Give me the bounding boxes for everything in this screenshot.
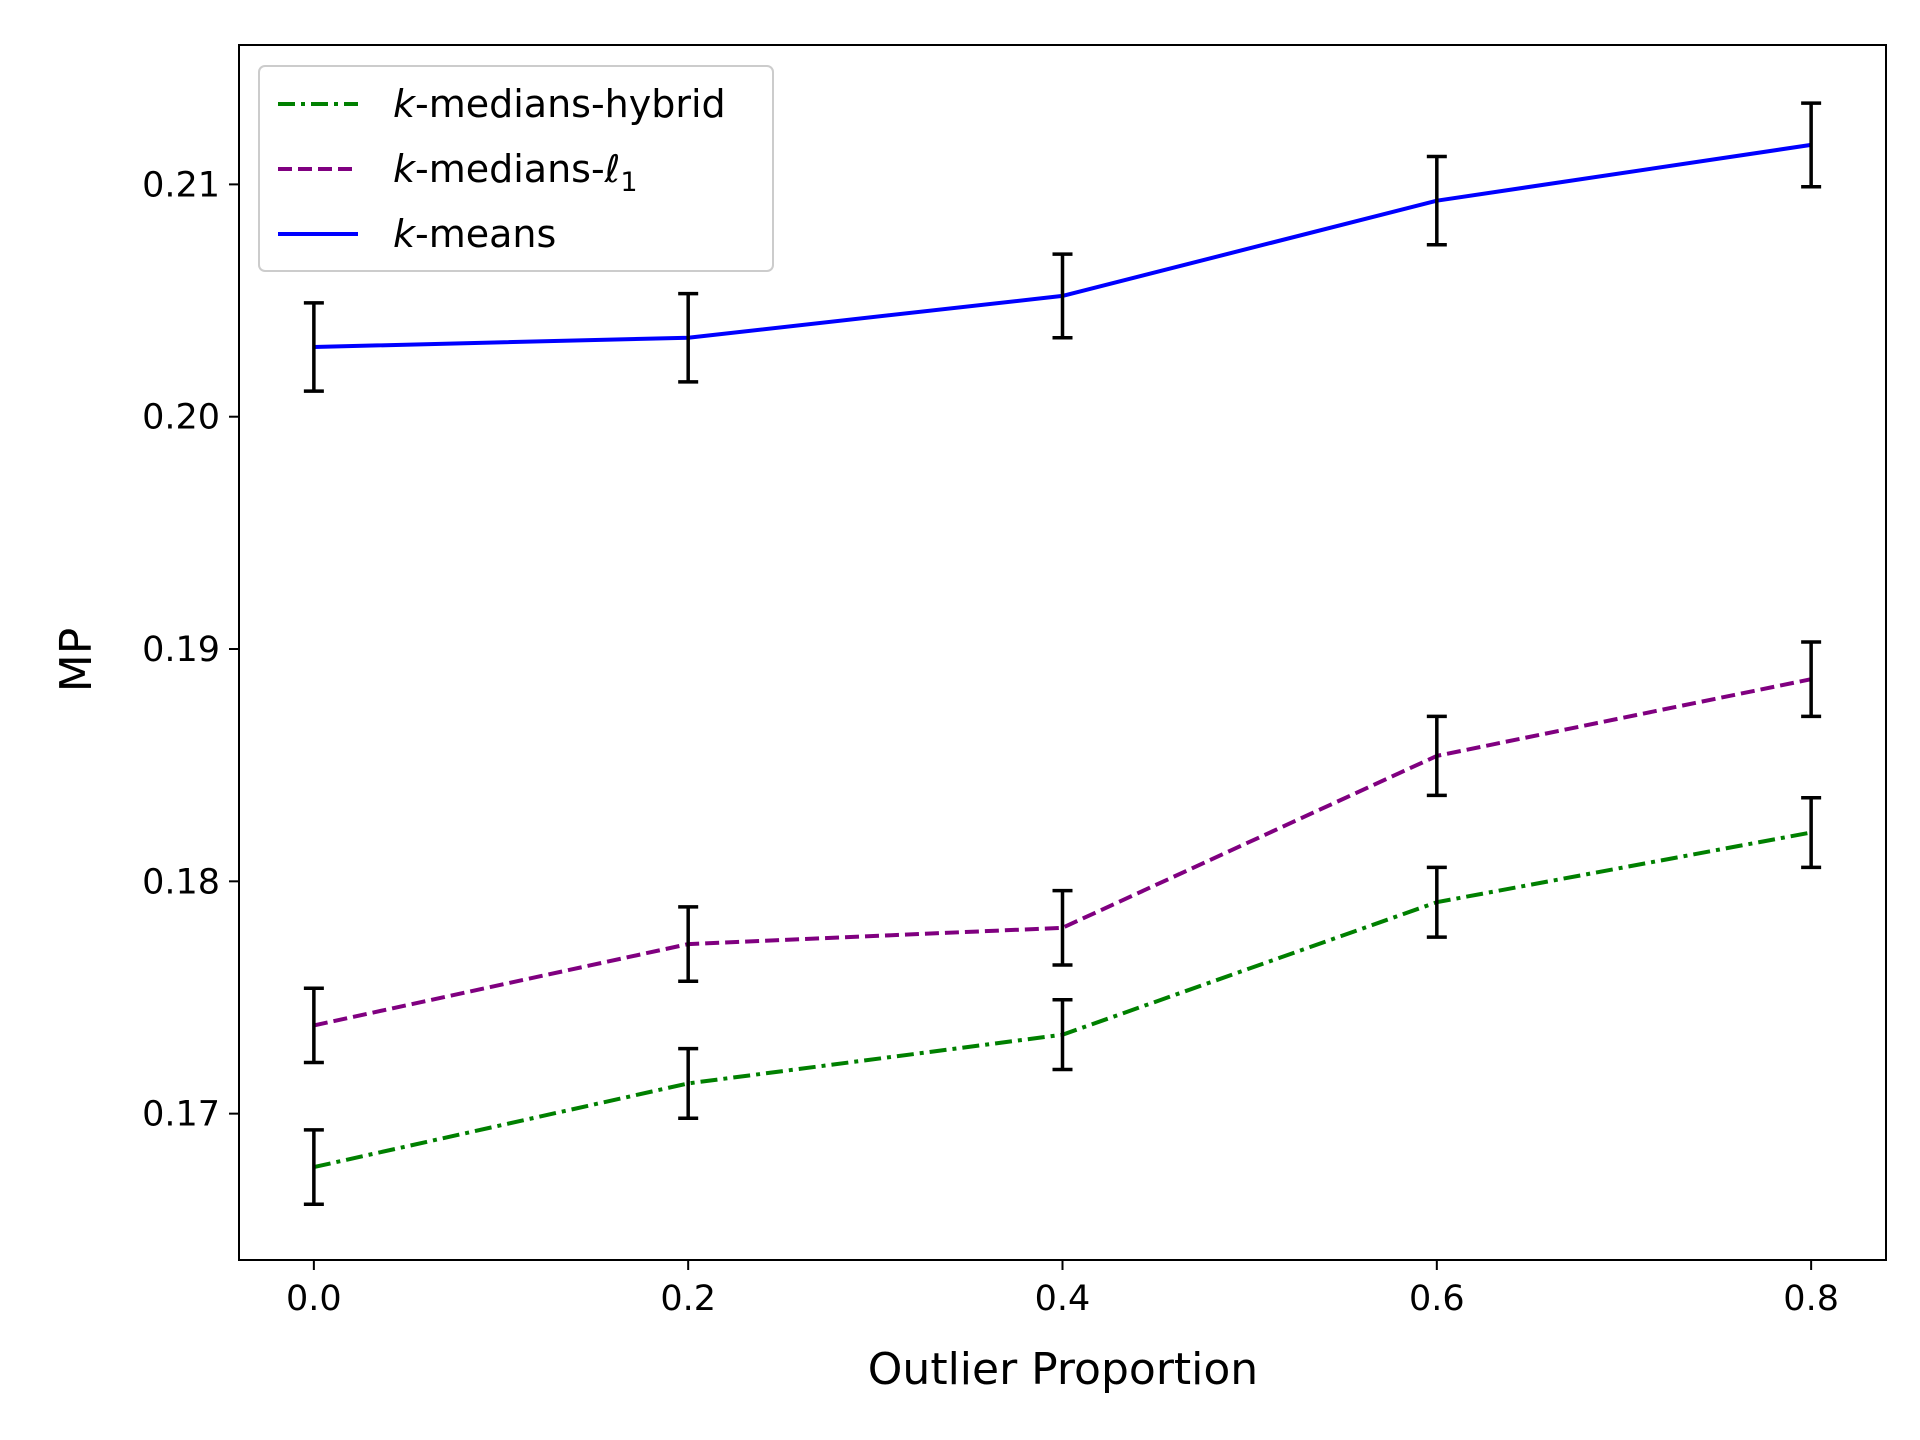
error-bar <box>303 1128 324 1206</box>
x-axis-label: Outlier Proportion <box>868 1344 1258 1395</box>
y-tick-label: 0.19 <box>142 630 220 670</box>
y-tick-label: 0.20 <box>142 398 220 438</box>
error-bar <box>678 291 699 384</box>
error-bar <box>1052 888 1073 967</box>
error-bar <box>1801 101 1822 189</box>
legend-label-math: k <box>393 82 417 126</box>
y-tick-label: 0.21 <box>142 165 220 205</box>
error-bar <box>1426 714 1447 798</box>
y-tick-label: 0.17 <box>142 1095 220 1135</box>
error-bar <box>678 905 699 983</box>
error-bar <box>1426 154 1447 247</box>
legend-entry: k-medians-hybrid <box>278 82 726 126</box>
legend-label-text: -means <box>415 212 556 256</box>
legend-label-math: k <box>393 212 417 256</box>
error-bar <box>1052 252 1073 340</box>
legend-label: k-medians-ℓ1 <box>393 147 638 198</box>
legend-label: k-means <box>393 212 556 256</box>
error-bar <box>303 986 324 1065</box>
legend-label-subscript: 1 <box>620 167 637 198</box>
legend-entry: k-medians-ℓ1 <box>278 147 638 198</box>
legend-label-math: k <box>393 147 417 191</box>
error-bar <box>1426 865 1447 939</box>
error-bar <box>1052 998 1073 1072</box>
error-bar <box>1801 795 1822 870</box>
legend-label: k-medians-hybrid <box>393 82 726 126</box>
x-tick-label: 0.0 <box>286 1279 342 1319</box>
error-bar <box>678 1046 699 1121</box>
x-tick-label: 0.2 <box>660 1279 716 1319</box>
plot-area <box>303 101 1822 1206</box>
error-bar <box>303 301 324 393</box>
y-axis-label: MP <box>51 628 102 693</box>
legend-entry: k-means <box>278 212 556 256</box>
x-tick-label: 0.4 <box>1035 1279 1091 1319</box>
legend-box <box>258 65 774 272</box>
legend-label-text: -medians-hybrid <box>415 82 726 126</box>
error-bar <box>1801 640 1822 719</box>
axes: 0.0 0.2 0.4 0.6 0.8 0.17 0.18 0.19 0.20 0.21 <box>142 44 1887 1319</box>
y-tick-label: 0.18 <box>142 862 220 902</box>
x-tick-label: 0.6 <box>1409 1279 1465 1319</box>
legend-label-text: -medians-ℓ <box>415 147 620 191</box>
x-tick-label: 0.8 <box>1783 1279 1839 1319</box>
